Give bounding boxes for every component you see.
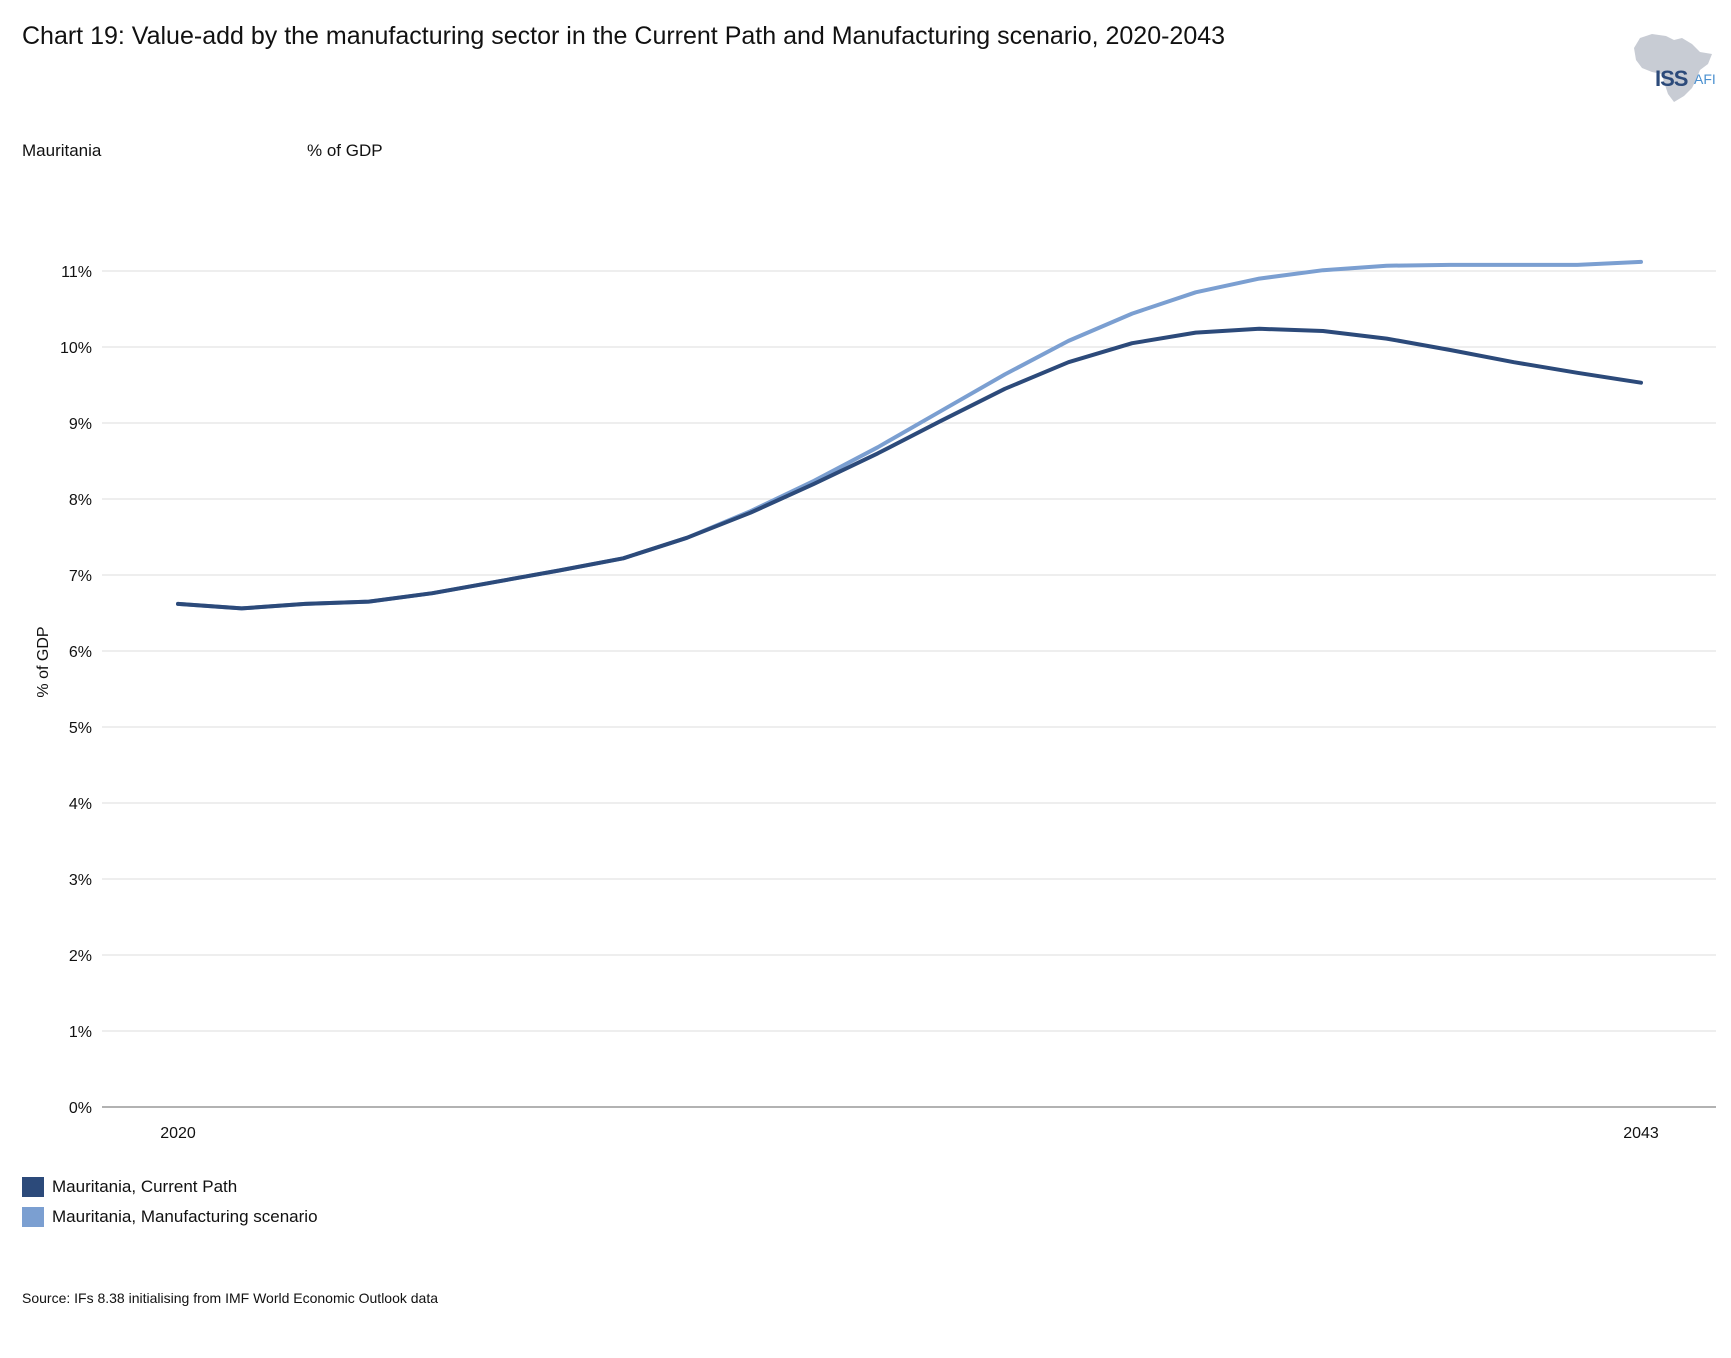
- country-label: Mauritania: [22, 141, 102, 160]
- unit-label: % of GDP: [307, 141, 383, 160]
- legend-item-current-path: Mauritania, Current Path: [22, 1172, 318, 1202]
- chart-title: Chart 19: Value-add by the manufacturing…: [22, 22, 1226, 50]
- x-tick-label: 2043: [1623, 1125, 1659, 1142]
- line-chart: 0% 1% 2% 3% 4% 5% 6% 7% 8% 9% 10% 11% 2020 2043 % of G…: [35, 259, 1716, 1142]
- y-tick-label: 4%: [69, 796, 92, 813]
- legend-swatch-manufacturing-scenario: [22, 1207, 44, 1227]
- legend-label-current-path: Mauritania, Current Path: [52, 1177, 238, 1196]
- legend-item-manufacturing-scenario: Mauritania, Manufacturing scenario: [22, 1202, 318, 1232]
- y-tick-label: 11%: [61, 264, 92, 281]
- africa-map-icon: [1634, 34, 1712, 102]
- legend: Mauritania, Current Path Mauritania, Man…: [22, 1172, 318, 1232]
- series-line-current-path: [176, 326, 1643, 611]
- logo-iss-text: ISS: [1655, 66, 1688, 91]
- y-tick-label: 9%: [69, 416, 92, 433]
- x-tick-label: 2020: [160, 1125, 196, 1142]
- legend-label-manufacturing-scenario: Mauritania, Manufacturing scenario: [52, 1207, 318, 1226]
- y-tick-label: 5%: [69, 720, 92, 737]
- y-tick-label: 1%: [69, 1024, 92, 1041]
- y-axis-title: % of GDP: [35, 626, 52, 697]
- y-tick-label: 2%: [69, 948, 92, 965]
- legend-swatch-current-path: [22, 1177, 44, 1197]
- y-tick-label: 3%: [69, 872, 92, 889]
- y-tick-label: 10%: [60, 340, 92, 357]
- y-tick-label: 6%: [69, 644, 92, 661]
- y-tick-label: 8%: [69, 492, 92, 509]
- logo-afi-text: AFI: [1694, 71, 1716, 87]
- source-note: Source: IFs 8.38 initialising from IMF W…: [22, 1290, 439, 1306]
- y-tick-label: 0%: [69, 1100, 92, 1117]
- y-tick-label: 7%: [69, 568, 92, 585]
